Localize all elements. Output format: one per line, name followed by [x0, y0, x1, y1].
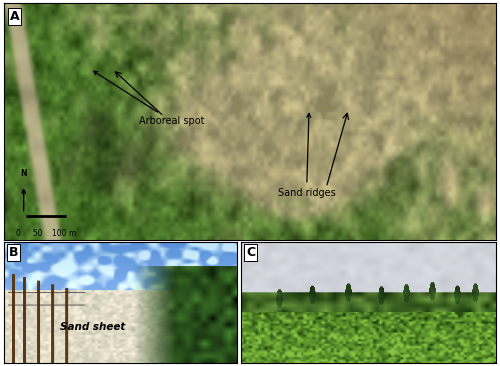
- Text: Arboreal spot: Arboreal spot: [94, 71, 205, 126]
- Text: B: B: [8, 246, 18, 259]
- Text: Sand ridges: Sand ridges: [278, 113, 336, 198]
- Text: Sand sheet: Sand sheet: [60, 322, 125, 332]
- Text: 0     50    100 m: 0 50 100 m: [16, 229, 76, 238]
- Text: A: A: [10, 10, 20, 23]
- Text: N: N: [20, 169, 27, 178]
- Text: C: C: [246, 246, 255, 259]
